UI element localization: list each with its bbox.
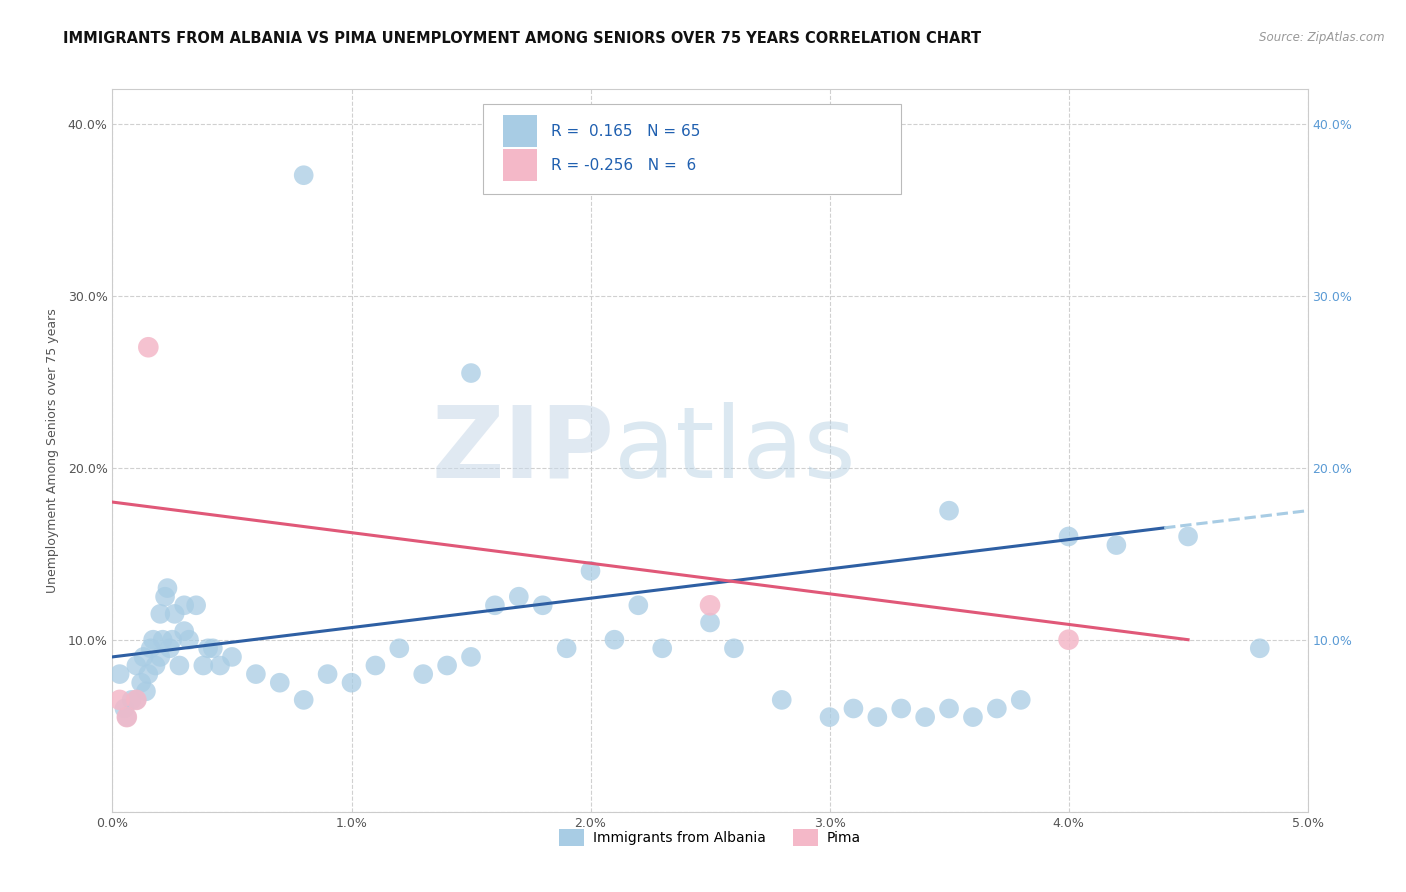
Point [1010,693,1032,707]
Point [115,710,138,724]
Point [173,599,195,613]
Point [316,667,339,681]
Point [842,701,865,715]
FancyBboxPatch shape [503,149,537,181]
Point [531,599,554,613]
Point [153,590,176,604]
Point [460,366,482,380]
Point [138,667,160,681]
Point [125,693,148,707]
Point [484,599,506,613]
Point [962,710,984,724]
Point [108,667,131,681]
Point [890,701,912,715]
Point [221,649,243,664]
Point [162,632,183,647]
Point [699,599,721,613]
Point [145,658,167,673]
Point [986,701,1008,715]
Point [156,581,179,595]
Point [269,675,291,690]
Point [1105,538,1128,552]
Point [723,641,745,656]
Point [114,701,135,715]
Point [938,701,960,715]
Point [627,599,650,613]
Text: atlas: atlas [614,402,856,499]
Text: IMMIGRANTS FROM ALBANIA VS PIMA UNEMPLOYMENT AMONG SENIORS OVER 75 YEARS CORRELA: IMMIGRANTS FROM ALBANIA VS PIMA UNEMPLOY… [63,31,981,46]
Point [412,667,434,681]
Point [292,693,315,707]
Point [1057,529,1080,543]
FancyBboxPatch shape [503,115,537,147]
Point [139,641,162,656]
Point [388,641,411,656]
Point [173,624,195,639]
Point [125,693,148,707]
Legend: Immigrants from Albania, Pima: Immigrants from Albania, Pima [554,823,866,852]
Point [197,641,219,656]
Point [340,675,363,690]
Point [938,503,960,517]
Point [152,632,174,647]
Y-axis label: Unemployment Among Seniors over 75 years: Unemployment Among Seniors over 75 years [46,308,59,593]
Point [603,632,626,647]
Point [555,641,578,656]
Text: R =  0.165   N = 65: R = 0.165 N = 65 [551,124,700,138]
Point [209,658,232,673]
Point [201,641,224,656]
Text: Source: ZipAtlas.com: Source: ZipAtlas.com [1260,31,1385,45]
Point [132,649,155,664]
Point [1177,529,1199,543]
Point [149,649,172,664]
Point [651,641,673,656]
Point [436,658,458,673]
Point [177,632,200,647]
Point [159,641,181,656]
Point [125,658,148,673]
Point [699,615,721,630]
Point [1057,632,1080,647]
Point [186,599,208,613]
FancyBboxPatch shape [484,103,901,194]
Point [364,658,387,673]
Text: ZIP: ZIP [432,402,614,499]
Point [245,667,267,681]
Point [193,658,215,673]
Point [138,340,160,354]
Point [579,564,602,578]
Point [914,710,936,724]
Point [818,710,841,724]
Point [163,607,186,621]
Point [108,693,131,707]
Point [866,710,889,724]
Point [169,658,191,673]
Point [508,590,530,604]
Point [115,710,138,724]
Point [770,693,793,707]
Point [135,684,157,698]
Point [142,632,165,647]
Point [1249,641,1271,656]
Point [149,607,172,621]
Point [121,693,143,707]
Point [460,649,482,664]
Point [292,168,315,182]
Text: R = -0.256   N =  6: R = -0.256 N = 6 [551,158,696,172]
Point [129,675,152,690]
